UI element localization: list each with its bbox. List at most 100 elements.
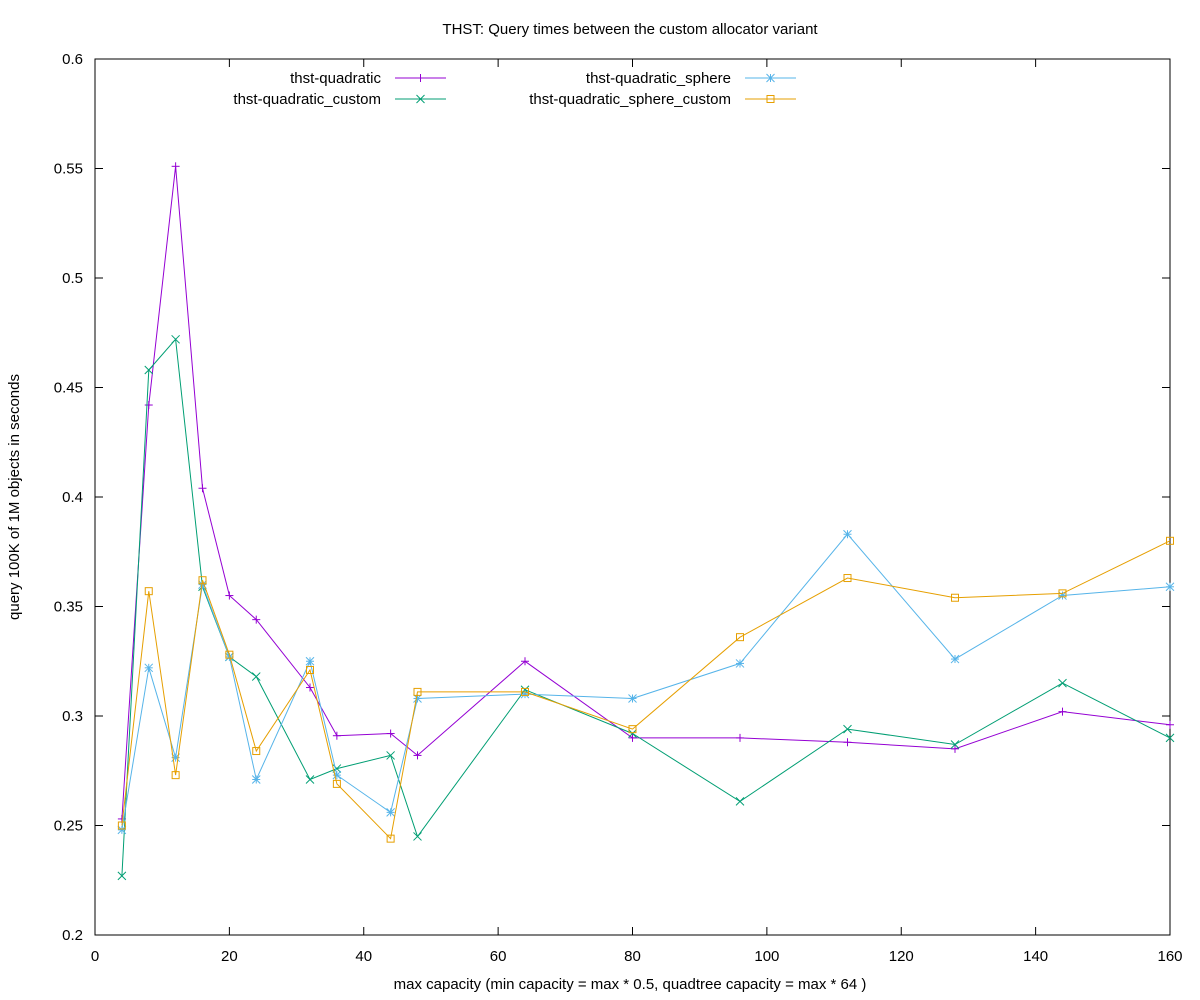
data-point xyxy=(251,775,261,784)
data-point xyxy=(628,725,637,734)
data-point xyxy=(332,770,342,780)
legend-item: thst-quadratic_sphere xyxy=(586,70,796,87)
y-tick-label: 0.55 xyxy=(54,161,83,178)
data-point xyxy=(843,529,852,539)
series-thst-quadratic_sphere_custom xyxy=(117,536,1174,843)
data-point xyxy=(843,574,852,583)
data-point xyxy=(386,808,395,817)
data-point xyxy=(252,615,261,624)
data-point xyxy=(144,663,154,673)
data-point xyxy=(413,751,422,760)
data-point xyxy=(198,576,207,585)
data-point xyxy=(1166,720,1174,729)
data-point xyxy=(171,334,180,344)
data-point xyxy=(225,591,234,600)
legend-item: thst-quadratic_sphere_custom xyxy=(529,91,796,108)
data-point xyxy=(225,650,234,659)
x-tick-label: 120 xyxy=(889,948,914,965)
series-line xyxy=(121,338,1171,876)
data-point xyxy=(1166,536,1174,545)
data-point xyxy=(1058,707,1067,716)
legend-marker xyxy=(766,73,775,83)
y-tick-label: 0.6 xyxy=(62,51,83,68)
legend-label: thst-quadratic_custom xyxy=(233,91,381,108)
data-point xyxy=(144,587,153,596)
data-point xyxy=(521,687,529,696)
x-tick-label: 40 xyxy=(355,948,372,965)
legend-item: thst-quadratic_custom xyxy=(233,91,446,108)
data-point xyxy=(1058,591,1067,600)
series-thst-quadratic_sphere xyxy=(117,529,1175,835)
data-point xyxy=(171,771,180,780)
data-point xyxy=(1165,733,1175,743)
series-line xyxy=(121,533,1171,830)
data-point xyxy=(306,683,314,692)
y-tick-label: 0.3 xyxy=(62,708,83,725)
axis-ticks: 0.2 0.25 0.3 0.35 0.4 0.45 0.5 0.55 0.6 0 20 40 60 80… xyxy=(54,51,1183,965)
legend-marker xyxy=(416,94,425,104)
data-point xyxy=(198,484,207,493)
data-point xyxy=(117,825,127,835)
y-tick-label: 0.35 xyxy=(54,599,83,616)
legend-marker xyxy=(416,74,425,82)
data-point xyxy=(144,401,153,410)
data-point xyxy=(735,659,745,668)
y-tick-label: 0.4 xyxy=(62,489,83,506)
data-point xyxy=(843,724,852,734)
x-tick-label: 80 xyxy=(624,948,641,965)
data-point xyxy=(736,633,744,642)
data-point xyxy=(225,652,234,662)
data-point xyxy=(735,797,745,806)
plot-frame xyxy=(94,58,1171,936)
data-point xyxy=(520,689,530,699)
data-point xyxy=(521,657,529,666)
data-point xyxy=(332,731,341,740)
data-point xyxy=(1058,678,1067,688)
data-point xyxy=(628,729,637,738)
data-point xyxy=(117,871,127,881)
data-point xyxy=(628,733,637,742)
data-point xyxy=(1165,582,1175,592)
data-point xyxy=(951,593,959,602)
y-tick-label: 0.25 xyxy=(54,818,83,835)
x-tick-label: 20 xyxy=(221,948,238,965)
data-point xyxy=(252,747,261,756)
data-point xyxy=(950,740,960,749)
series-layer xyxy=(117,162,1175,881)
y-tick-label: 0.5 xyxy=(62,270,83,287)
data-point xyxy=(951,744,959,753)
x-tick-label: 60 xyxy=(490,948,507,965)
y-axis-label: query 100K of 1M objects in seconds xyxy=(6,374,23,620)
data-point xyxy=(413,687,422,696)
data-point xyxy=(305,775,315,784)
data-point xyxy=(144,365,154,375)
series-thst-quadratic xyxy=(117,162,1174,823)
data-point xyxy=(332,779,341,788)
y-tick-label: 0.45 xyxy=(54,380,83,397)
legend-marker xyxy=(766,95,775,103)
series-line xyxy=(121,540,1171,840)
data-point xyxy=(1058,589,1067,598)
data-point xyxy=(736,733,744,742)
data-point xyxy=(386,834,395,843)
data-point xyxy=(950,654,960,664)
legend-item: thst-quadratic xyxy=(290,70,446,87)
data-point xyxy=(306,666,314,675)
data-point xyxy=(843,738,852,747)
x-axis-label: max capacity (min capacity = max * 0.5, … xyxy=(394,976,867,993)
x-tick-label: 100 xyxy=(754,948,779,965)
data-point xyxy=(305,656,315,666)
x-tick-label: 140 xyxy=(1023,948,1048,965)
data-point xyxy=(386,729,395,738)
series-thst-quadratic_custom xyxy=(117,334,1175,881)
data-point xyxy=(413,832,422,841)
x-tick-label: 160 xyxy=(1157,948,1182,965)
legend: thst-quadratic thst-quadratic_custom thst-… xyxy=(233,70,796,108)
x-tick-label: 0 xyxy=(91,948,99,965)
data-point xyxy=(251,672,261,681)
data-point xyxy=(386,751,395,760)
legend-label: thst-quadratic xyxy=(290,70,381,87)
y-tick-label: 0.2 xyxy=(62,927,83,944)
data-point xyxy=(171,162,180,171)
